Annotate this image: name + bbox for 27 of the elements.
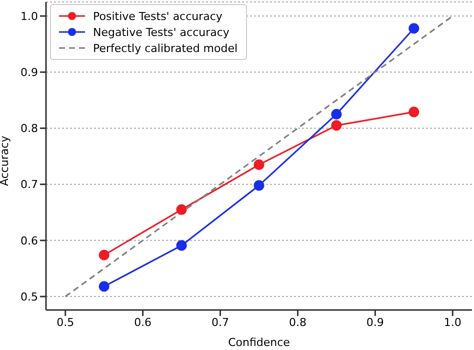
y-axis-title: Accuracy — [0, 135, 11, 186]
legend-label: Negative Tests' accuracy — [93, 26, 230, 38]
x-tick-label: 0.6 — [134, 316, 152, 329]
x-tick-label: 0.8 — [288, 316, 306, 329]
x-axis-title: Confidence — [228, 336, 290, 349]
point — [98, 281, 110, 292]
y-tick-label: 0.8 — [20, 122, 38, 136]
point — [176, 240, 187, 251]
y-tick-label: 0.5 — [20, 290, 38, 304]
point — [176, 204, 187, 215]
y-tick-label: 0.7 — [20, 178, 38, 192]
point — [331, 120, 342, 131]
x-tick-label: 0.5 — [56, 316, 74, 329]
y-tick-label: 0.6 — [20, 234, 38, 248]
legend-label: Perfectly calibrated model — [93, 42, 238, 54]
point — [254, 180, 264, 191]
point — [331, 108, 342, 120]
x-tick-label: 0.9 — [366, 316, 384, 329]
y-tick-label: 0.9 — [20, 66, 38, 80]
point — [408, 23, 420, 34]
point — [254, 159, 264, 170]
point — [98, 250, 110, 260]
point — [408, 106, 420, 118]
y-tick-label: 1.0 — [20, 10, 38, 23]
x-tick-label: 1.0 — [444, 316, 462, 329]
x-tick-label: 0.7 — [212, 316, 230, 329]
legend-label: Positive Tests' accuracy — [93, 10, 222, 22]
